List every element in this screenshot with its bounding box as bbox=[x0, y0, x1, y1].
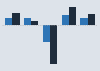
Bar bbox=[5, 18, 12, 25]
Bar bbox=[88, 14, 95, 25]
Bar bbox=[50, 25, 57, 64]
Bar bbox=[31, 21, 38, 25]
Bar bbox=[12, 13, 20, 25]
Bar bbox=[62, 15, 69, 25]
Bar bbox=[24, 18, 31, 25]
Bar bbox=[43, 25, 50, 42]
Bar bbox=[80, 18, 88, 25]
Bar bbox=[69, 7, 76, 25]
